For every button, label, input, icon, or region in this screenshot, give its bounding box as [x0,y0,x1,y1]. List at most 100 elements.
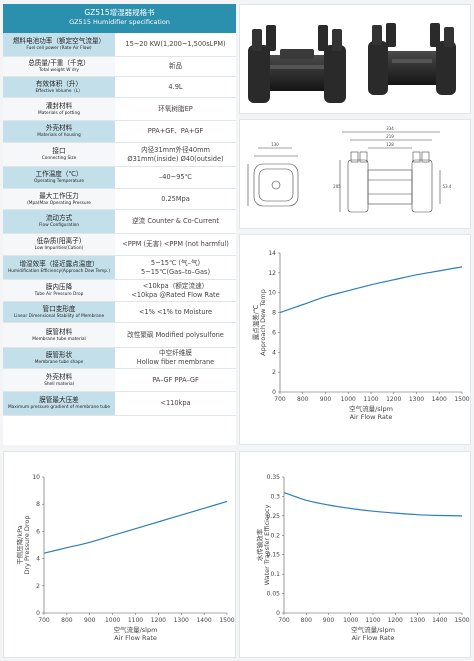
table-header: GZ515增湿器规格书 GZ515 Humidifier specificati… [3,4,236,33]
y-tick-label: 2 [36,583,40,590]
spec-label-zh: 膜管形状 [45,350,73,359]
spec-label-en: Operating Temperature [33,179,85,184]
x-tick-label: 900 [320,396,332,403]
product-photo-panel [239,4,471,114]
spec-label-en: Low Impurities(Cation) [34,246,84,251]
spec-value-line: Hollow fiber membrane [136,358,215,366]
spec-label-zh: 流动方式 [45,214,73,222]
x-tick-label: 900 [323,617,335,624]
x-tick-label: 1400 [196,617,211,624]
spec-label: 外壳材料 Materials of housing [3,121,115,142]
spec-value-line: 逆流 Counter & Co-Current [132,217,219,225]
y-tick-label: 0.15 [267,552,281,559]
y-axis-label-en: Dry Pressure Drop [23,515,31,574]
side-view-drawing: 334 219 128 205 53.4 [333,126,452,213]
spec-value: 环氧树脂EP [115,98,236,120]
x-tick-label: 1200 [388,617,403,624]
y-axis-label-zh: 水传输效率 [255,528,264,561]
spec-row: 接口 Connecting Size 内径31mm外径40mm Ø31mm(insid… [3,143,236,167]
spec-row: 管口变形度 Linear Dimensional Stability of Mem… [3,302,236,323]
spec-label-zh: 膜内压降 [45,283,73,291]
spec-row: 工作温度（℃） Operating Temperature –40~95℃ [3,167,236,189]
table-title-en: GZ515 Humidifier specification [69,18,170,26]
spec-row: 燃料电池功率（额定空气流量） Fuel cell power (Rate Air … [3,33,236,57]
y-tick-label: 4 [36,556,40,563]
y-tick-label: 10 [268,290,276,297]
spec-table: GZ515增湿器规格书 GZ515 Humidifier specificati… [3,4,236,445]
y-tick-label: 0.05 [267,591,281,598]
spec-value-line: 5~15℃(Gas–to–Gas) [140,267,211,276]
spec-label-zh: 最大工作压力 [39,191,79,200]
spec-label-zh: 外壳材料 [45,372,73,381]
spec-row: 低杂质(阳离子) Low Impurities(Cation) <PPM (无害) … [3,234,236,256]
x-tick-label: 700 [278,617,290,624]
table-title-zh: GZ515增湿器规格书 [84,8,155,17]
spec-label-en: (Mpa)Max Operating Pressure [27,200,91,206]
spec-label-zh: 膜管材料 [45,327,73,336]
x-tick-label: 1200 [386,396,401,403]
spec-label-zh: 低杂质(阳离子) [36,237,82,245]
y-tick-label: 0.35 [267,474,281,481]
spec-value: <1% <1% to Moisture [115,302,236,322]
spec-value-line: 改性聚砜 Modified polysulfone [127,330,224,339]
spec-label-zh: 膜管最大压差 [39,396,79,404]
spec-value: 4.9L [115,77,236,97]
spec-label: 接口 Connecting Size [3,143,115,166]
spec-value-line: PA–GF PPA–GF [152,375,199,384]
chart-water-transfer-efficiency: 700 800 900 1000 1100 1200 1300 1400 1500 0 0.05 0.… [239,451,471,658]
spec-label-zh: 总质量/干重（千克） [28,59,90,67]
x-axis-label-zh: 空气流量/slpm [351,625,395,634]
spec-row: 膜管形状 Membrane tube shape 中空纤维膜 Hollow fiber… [3,348,236,369]
technical-drawing: 130 334 219 128 205 53 [247,126,452,213]
humidifier-photo-front [248,25,346,103]
spec-row: 灌封材料 Materials of potting 环氧树脂EP [3,98,236,121]
y-tick-label: 10 [32,474,40,481]
spec-value-line: –40~95℃ [158,173,192,181]
spec-label: 管口变形度 Linear Dimensional Stability of Mem… [3,302,115,322]
spec-row: 有效体积（升） Effective Volume（L） 4.9L [3,77,236,98]
y-axis-label-zh: 露点温差/℃ [251,305,260,341]
spec-label-en: Tube Air Pressure Drop [34,292,84,297]
spec-label-en: Materials of housing [37,133,81,138]
series-line [283,491,463,517]
spec-value: <PPM (无害) <PPM (not harmful) [115,234,236,255]
y-tick-label: 0 [36,610,40,617]
chart-svg: 700 800 900 1000 1100 1200 1300 1400 1500 0 2 4 6 8 10… [15,474,235,642]
x-tick-label: 900 [84,617,96,624]
spec-label: 外壳材料 Shell material [3,369,115,391]
spec-label-en: Fuel cell power (Rate Air Flow) [26,46,92,51]
spec-label-zh: 灌封材料 [45,101,73,110]
x-tick-label: 1300 [409,396,424,403]
spec-value-line: 15~20 KW(1,200~1,500sLPM) [125,40,226,48]
x-axis-label-en: Air Flow Rate [350,413,393,421]
y-tick-label: 6 [36,528,40,535]
spec-value-line: 内径31mm外径40mm [141,145,210,154]
spec-label: 总质量/干重（千克） Total weight W dry [3,57,115,76]
dim-label: 219 [386,134,394,139]
product-photos [248,23,456,103]
technical-drawing-panel: 130 334 219 128 205 53 [239,119,471,229]
y-axis-label-en: Water Transfer Efficiency [263,504,271,585]
spec-row: 外壳材料 Materials of housing PPA+GF、PA+GF [3,121,236,143]
spec-label: 有效体积（升） Effective Volume（L） [3,77,115,97]
x-tick-label: 700 [38,617,50,624]
spec-value: 逆流 Counter & Co-Current [115,210,236,233]
spec-value: 内径31mm外径40mm Ø31mm(inside) Ø40(outside) [115,143,236,166]
spec-value: 中空纤维膜 Hollow fiber membrane [115,348,236,368]
spec-label-en: Maximum pressure gradient of membrane tu… [7,405,111,410]
x-tick-label: 800 [297,396,309,403]
y-tick-label: 8 [272,310,276,317]
spec-label-zh: 增湿效率（接近露点温度） [19,260,99,268]
y-tick-label: 0 [272,389,276,396]
spec-label-en: Effective Volume（L） [35,88,83,94]
spec-value-line: <10kpa @Rated Flow Rate [131,290,220,299]
spec-label-en: Connecting Size [41,156,77,161]
x-axis-label-zh: 空气流量/slpm [114,625,158,634]
spec-label-zh: 外壳材料 [45,124,73,132]
x-axis-label-en: Air Flow Rate [352,634,395,642]
y-tick-label: 0.25 [267,513,281,520]
x-tick-label: 1500 [454,396,469,403]
x-tick-label: 800 [301,617,313,624]
spec-value-line: Ø31mm(inside) Ø40(outside) [127,154,224,163]
spec-label: 低杂质(阳离子) Low Impurities(Cation) [3,234,115,255]
